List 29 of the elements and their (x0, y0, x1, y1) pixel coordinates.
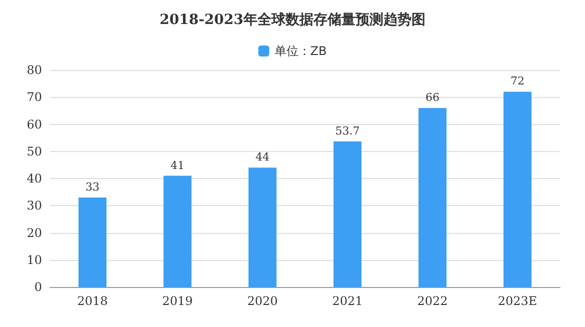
y-tick-label: 10 (26, 252, 42, 267)
data-label: 33 (86, 180, 100, 194)
y-tick-label: 50 (26, 144, 42, 158)
bar (164, 176, 192, 287)
x-tick-label: 2020 (247, 294, 278, 308)
x-tick-label: 2019 (162, 294, 193, 308)
data-label: 66 (426, 90, 440, 104)
y-tick-label: 40 (26, 172, 42, 186)
bar (418, 108, 446, 287)
data-label: 44 (256, 150, 270, 164)
legend-label: 单位：ZB (274, 44, 327, 58)
y-tick-label: 30 (26, 198, 42, 213)
y-tick-label: 20 (26, 226, 42, 240)
y-tick-label: 70 (26, 90, 42, 104)
data-label: 53.7 (335, 124, 360, 138)
bar (78, 197, 106, 287)
x-tick-label: 2023E (498, 294, 538, 308)
chart-title: 2018-2023年全球数据存储量预测趋势图 (160, 12, 426, 28)
data-label: 41 (170, 158, 184, 172)
bar (248, 168, 276, 287)
y-tick-label: 80 (26, 63, 42, 77)
bar (504, 92, 532, 287)
bar (334, 141, 362, 287)
x-tick-label: 2022 (417, 294, 448, 308)
data-label: 72 (510, 74, 524, 88)
y-tick-label: 60 (26, 117, 42, 132)
y-tick-label: 0 (34, 280, 42, 294)
x-tick-label: 2018 (77, 294, 108, 308)
x-tick-label: 2021 (332, 294, 363, 308)
